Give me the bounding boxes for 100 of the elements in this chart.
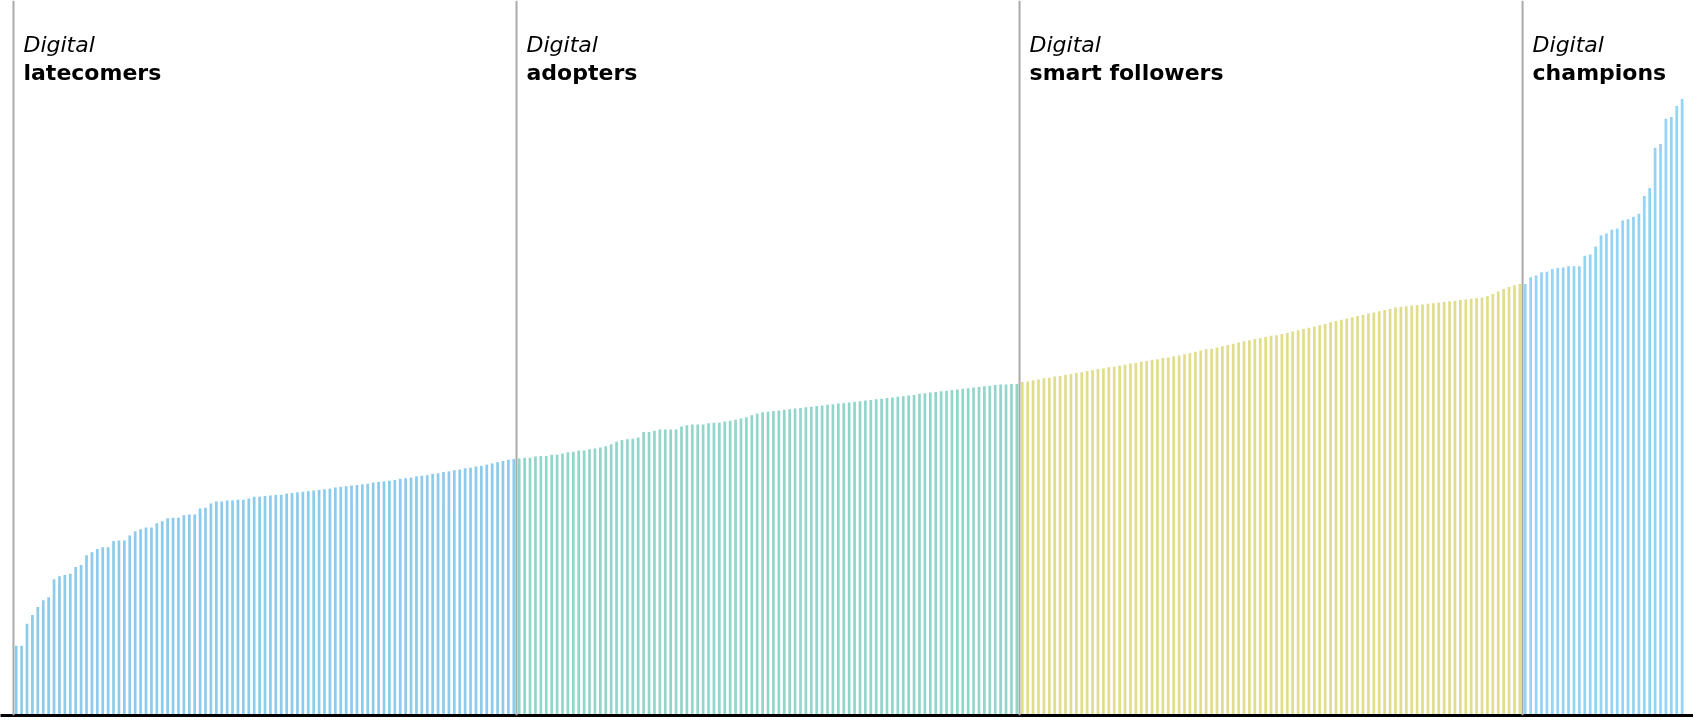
bar (1064, 374, 1067, 716)
bar (1464, 299, 1468, 716)
bar (1285, 332, 1289, 716)
bar (1226, 345, 1230, 716)
bar (1102, 368, 1105, 716)
bar (214, 501, 218, 716)
bar (150, 527, 153, 716)
bar (934, 391, 938, 716)
bar (398, 478, 402, 716)
bar (1183, 354, 1186, 716)
bar (377, 481, 380, 716)
bar (653, 430, 656, 716)
bar (1421, 304, 1424, 716)
bar (609, 444, 613, 716)
bar (480, 465, 483, 716)
bar (1302, 329, 1305, 716)
bar (442, 472, 445, 716)
bar (1199, 350, 1203, 716)
bar (231, 500, 234, 716)
bar (577, 450, 581, 716)
bar (139, 529, 142, 716)
bar (809, 406, 813, 716)
bar (1107, 367, 1111, 716)
bar (680, 426, 683, 716)
bar (1394, 307, 1397, 716)
bar (755, 413, 759, 716)
bar (1264, 337, 1267, 716)
bar (1431, 303, 1435, 716)
bar (1556, 268, 1560, 716)
bar (1550, 269, 1554, 716)
bar (350, 485, 353, 716)
bar (1134, 362, 1138, 716)
text: Digital adopters (526, 31, 638, 85)
bar (1231, 343, 1235, 716)
bar (599, 447, 602, 716)
bar (1010, 383, 1013, 716)
bar (220, 501, 224, 716)
bar (469, 467, 472, 716)
bar (101, 547, 105, 716)
bar (1129, 363, 1132, 716)
bar (772, 411, 775, 716)
bar (74, 566, 78, 716)
bar (853, 401, 856, 716)
bar (452, 470, 456, 716)
bar (1448, 301, 1451, 716)
text: Digital smart followers (1029, 31, 1224, 85)
bar (252, 496, 256, 716)
bar (1258, 338, 1262, 716)
bar (1053, 376, 1057, 716)
bar (1085, 370, 1089, 716)
bar (961, 388, 965, 716)
bar (388, 480, 391, 716)
bar (1610, 229, 1614, 716)
text: Digital champions (1532, 31, 1667, 85)
bar (1583, 255, 1587, 716)
bar (1486, 296, 1489, 716)
bar (1356, 316, 1359, 716)
bar (371, 482, 375, 716)
bar (1248, 340, 1251, 716)
bar (14, 645, 18, 716)
bar (512, 459, 516, 716)
bar (788, 409, 792, 716)
bar (177, 517, 180, 716)
bar (58, 576, 61, 716)
bar (880, 398, 883, 716)
bar (1323, 324, 1327, 716)
bar (1469, 298, 1473, 716)
bar (1675, 105, 1679, 716)
bar (993, 385, 997, 716)
bar (1502, 288, 1505, 716)
bar (1350, 317, 1354, 716)
bar (1139, 361, 1143, 716)
bar (663, 429, 667, 716)
bar (274, 494, 278, 716)
bar (204, 507, 207, 716)
bar (1496, 291, 1500, 716)
bar (1253, 338, 1257, 716)
bar (1047, 377, 1051, 716)
bar (631, 438, 635, 716)
bar (31, 615, 34, 716)
bar (928, 392, 932, 716)
bar (1410, 305, 1414, 716)
bar (896, 396, 900, 716)
bar (891, 397, 894, 716)
bar (1026, 381, 1030, 716)
bar (1367, 313, 1370, 716)
bar (847, 402, 851, 716)
bar (296, 492, 299, 716)
bar (1221, 346, 1224, 716)
bar (1193, 351, 1197, 716)
bar (1080, 372, 1084, 716)
bar (1112, 366, 1116, 716)
bar (901, 396, 905, 716)
bar (133, 531, 137, 716)
bar (761, 412, 764, 716)
bar (1318, 325, 1322, 716)
bar (41, 600, 45, 716)
bar (1237, 342, 1240, 716)
bar (1156, 359, 1159, 716)
bar (1037, 379, 1040, 716)
